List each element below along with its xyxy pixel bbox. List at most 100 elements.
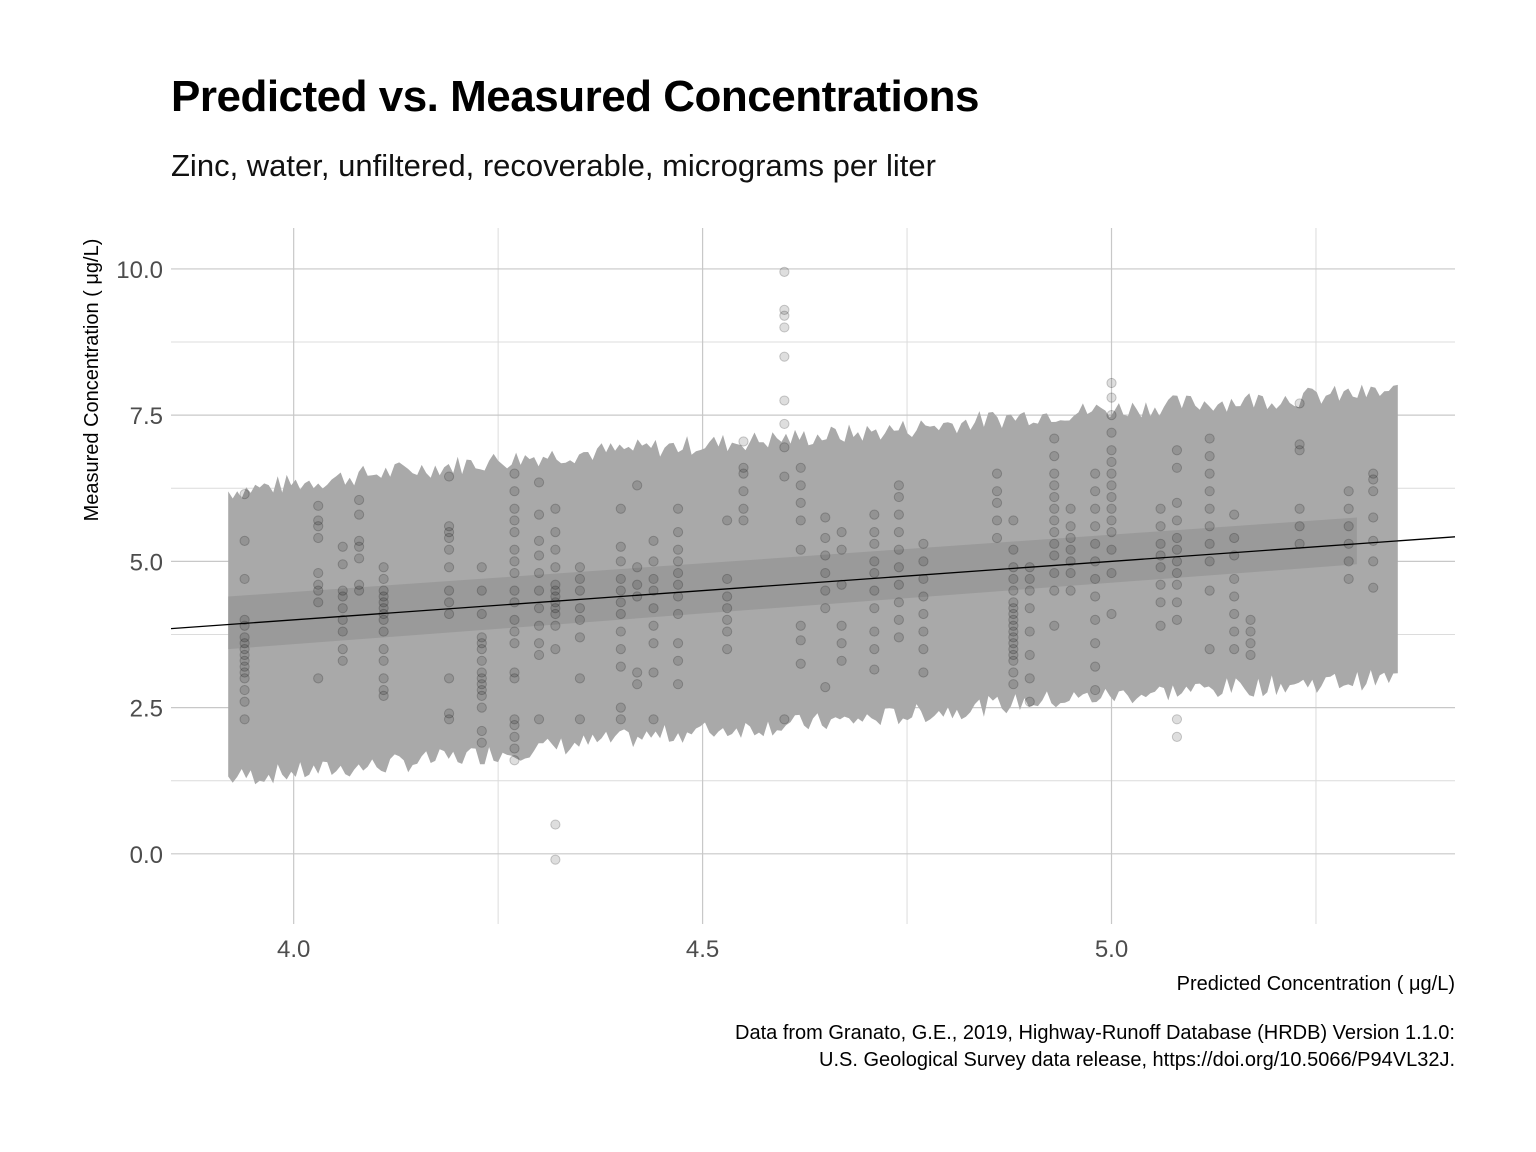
data-point [1065, 585, 1076, 596]
data-point [1294, 398, 1305, 409]
x-axis-label: Predicted Concentration ( μg/L) [1177, 973, 1455, 995]
data-point [1171, 544, 1183, 555]
data-point [869, 556, 880, 567]
data-point [509, 503, 520, 514]
data-point [1090, 661, 1101, 672]
data-point [1090, 468, 1101, 479]
data-point [443, 585, 455, 596]
data-point [648, 603, 659, 614]
data-point [1090, 638, 1101, 649]
data-point [1171, 556, 1183, 567]
data-point [1343, 556, 1354, 567]
data-point [648, 585, 659, 596]
x-tick-label: 5.0 [1095, 936, 1128, 963]
data-point [1368, 468, 1379, 479]
data-point [779, 395, 790, 406]
data-point [313, 585, 324, 596]
data-point [1090, 684, 1101, 696]
data-point [509, 597, 520, 608]
data-point [779, 304, 790, 315]
data-point [443, 714, 455, 725]
data-point [1229, 608, 1240, 620]
data-point [476, 737, 487, 748]
data-point [337, 626, 348, 637]
data-point [820, 512, 831, 523]
source-caption: Data from Granato, G.E., 2019, Highway-R… [735, 1020, 1455, 1074]
data-point [1204, 468, 1215, 479]
data-point [337, 614, 348, 625]
data-point [779, 322, 790, 333]
data-point [1294, 445, 1305, 456]
data-point [533, 477, 545, 488]
data-point [1155, 597, 1166, 608]
data-point [1024, 696, 1035, 707]
data-point [1090, 521, 1101, 532]
data-point [476, 679, 487, 690]
data-point [354, 585, 365, 596]
data-point [550, 562, 561, 573]
data-point [1155, 503, 1166, 514]
data-point [893, 544, 904, 555]
data-point [550, 819, 561, 830]
data-points [239, 266, 1379, 865]
data-point [1090, 486, 1101, 497]
data-point [795, 497, 806, 508]
data-point [1049, 468, 1060, 479]
data-point [239, 714, 250, 725]
data-point [869, 603, 880, 614]
data-point [632, 562, 643, 573]
data-point [1155, 538, 1166, 549]
data-point [1245, 649, 1256, 661]
data-point [893, 509, 904, 520]
data-point [1008, 655, 1019, 666]
data-point [550, 608, 561, 620]
data-point [1106, 377, 1117, 389]
data-point [918, 667, 929, 678]
data-point [1024, 649, 1035, 661]
data-point [378, 644, 389, 655]
data-point [1008, 544, 1019, 555]
data-point [574, 714, 586, 725]
data-point [991, 486, 1003, 497]
data-point [1049, 567, 1060, 579]
data-point [1204, 521, 1215, 532]
data-point [574, 562, 586, 573]
data-point [509, 468, 520, 479]
data-point [239, 638, 250, 649]
data-point [820, 682, 831, 693]
data-point [239, 655, 250, 666]
data-point [1204, 644, 1215, 655]
data-point [550, 603, 561, 614]
data-point [1171, 597, 1183, 608]
data-point [550, 854, 561, 865]
data-point [239, 649, 250, 661]
data-point [378, 655, 389, 666]
data-point [509, 743, 520, 754]
data-point [378, 597, 389, 608]
data-point [476, 562, 487, 573]
data-point [1090, 591, 1101, 602]
data-point [738, 503, 749, 514]
data-point [1343, 573, 1354, 585]
data-point [533, 509, 545, 520]
data-point [550, 620, 561, 631]
fit-line [170, 536, 1456, 630]
data-point [632, 480, 643, 491]
data-point [509, 720, 520, 731]
data-point [239, 614, 250, 625]
data-point [1368, 582, 1379, 593]
data-point [893, 632, 904, 643]
data-point [1049, 550, 1060, 561]
data-point [991, 468, 1003, 479]
data-point [239, 573, 250, 585]
data-point [313, 521, 324, 532]
data-point [1106, 491, 1117, 503]
data-point [738, 515, 749, 526]
data-point [1008, 632, 1019, 643]
data-point [1065, 503, 1076, 514]
data-point [1343, 503, 1354, 514]
data-point [893, 579, 904, 590]
data-point [1171, 445, 1183, 456]
data-point [893, 614, 904, 625]
data-point [1245, 638, 1256, 649]
